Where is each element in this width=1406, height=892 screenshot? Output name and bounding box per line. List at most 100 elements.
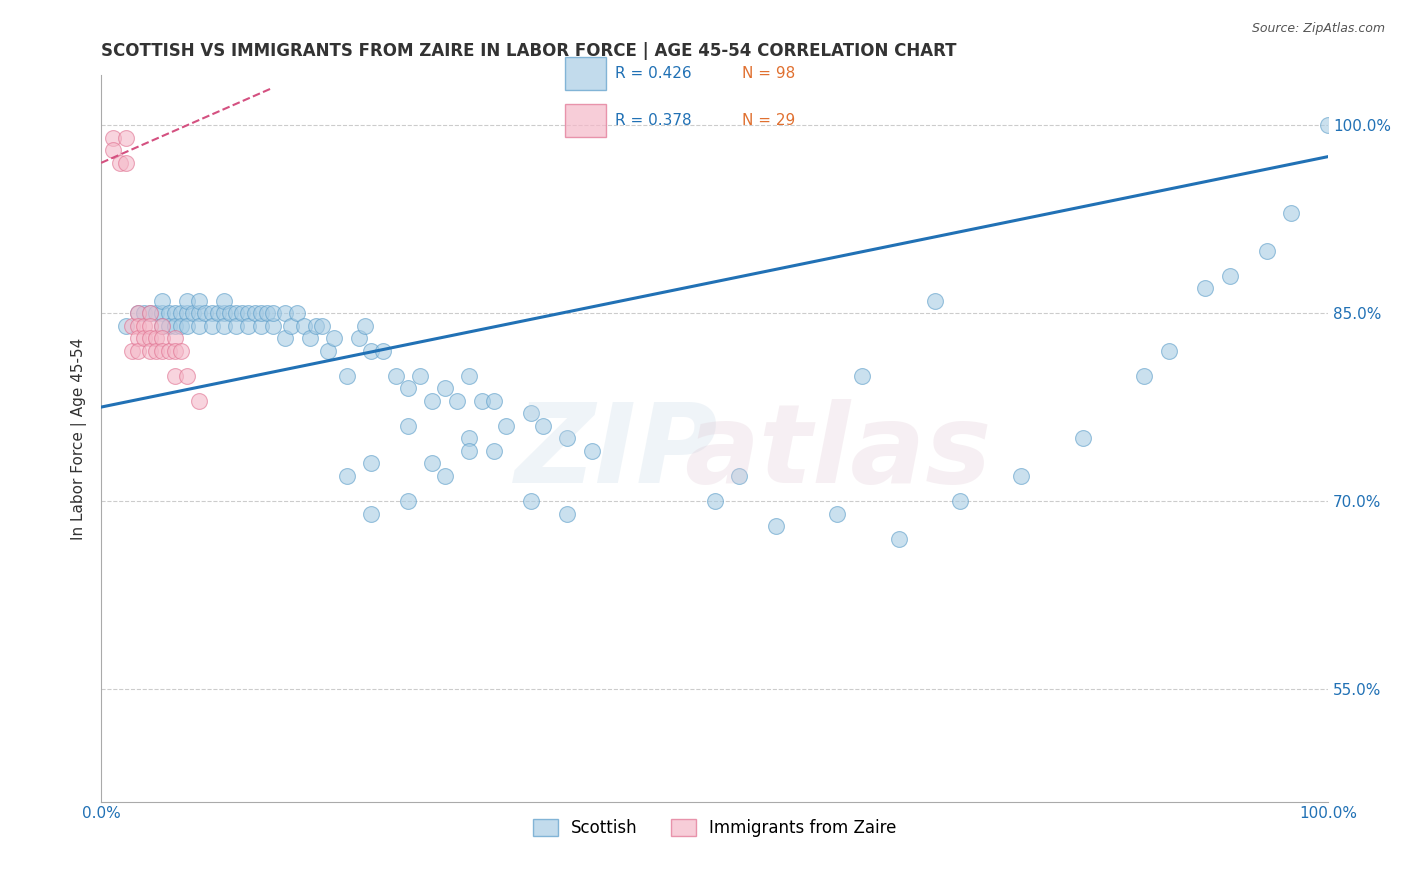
Text: R = 0.426: R = 0.426 bbox=[614, 66, 692, 81]
Point bbox=[170, 318, 193, 333]
Point bbox=[207, 306, 229, 320]
Point bbox=[519, 494, 541, 508]
Point bbox=[212, 306, 235, 320]
Point bbox=[188, 306, 211, 320]
Point bbox=[949, 494, 972, 508]
Point bbox=[188, 318, 211, 333]
Point bbox=[256, 306, 278, 320]
Point bbox=[243, 306, 266, 320]
Point bbox=[103, 131, 125, 145]
Point bbox=[1317, 118, 1340, 132]
Point bbox=[274, 306, 297, 320]
Point bbox=[1219, 268, 1241, 283]
Point bbox=[433, 381, 456, 395]
Point bbox=[127, 331, 149, 345]
Point bbox=[145, 343, 167, 358]
Point bbox=[157, 306, 180, 320]
Point bbox=[121, 343, 143, 358]
Point bbox=[163, 368, 186, 383]
Point bbox=[200, 306, 222, 320]
Point bbox=[458, 431, 481, 445]
Point bbox=[519, 406, 541, 420]
Point bbox=[262, 318, 284, 333]
Point bbox=[163, 318, 186, 333]
Point bbox=[384, 368, 406, 383]
Point bbox=[433, 469, 456, 483]
Legend: Scottish, Immigrants from Zaire: Scottish, Immigrants from Zaire bbox=[526, 813, 903, 844]
Point bbox=[157, 343, 180, 358]
Point bbox=[152, 331, 174, 345]
FancyBboxPatch shape bbox=[565, 104, 606, 137]
Text: R = 0.378: R = 0.378 bbox=[614, 113, 692, 128]
Point bbox=[347, 331, 370, 345]
Point bbox=[557, 507, 579, 521]
Point bbox=[287, 306, 309, 320]
Point bbox=[127, 343, 149, 358]
Point bbox=[360, 457, 382, 471]
Y-axis label: In Labor Force | Age 45-54: In Labor Force | Age 45-54 bbox=[72, 337, 87, 540]
Point bbox=[114, 318, 136, 333]
Point bbox=[139, 306, 162, 320]
Point bbox=[152, 318, 174, 333]
Point bbox=[298, 331, 321, 345]
Point bbox=[292, 318, 315, 333]
Point bbox=[482, 444, 505, 458]
Point bbox=[274, 331, 297, 345]
Point bbox=[145, 331, 167, 345]
Point bbox=[176, 306, 198, 320]
Point bbox=[887, 532, 910, 546]
Point bbox=[139, 306, 162, 320]
Point bbox=[458, 444, 481, 458]
Point bbox=[200, 318, 222, 333]
Point bbox=[176, 293, 198, 308]
Point bbox=[139, 331, 162, 345]
Point bbox=[188, 393, 211, 408]
Point bbox=[225, 318, 247, 333]
Point bbox=[114, 156, 136, 170]
FancyBboxPatch shape bbox=[565, 57, 606, 90]
Point bbox=[851, 368, 873, 383]
Point bbox=[531, 418, 554, 433]
Point bbox=[163, 343, 186, 358]
Point bbox=[152, 306, 174, 320]
Point bbox=[316, 343, 339, 358]
Point bbox=[1133, 368, 1156, 383]
Point bbox=[305, 318, 328, 333]
Point bbox=[422, 457, 444, 471]
Point bbox=[1194, 281, 1216, 295]
Point bbox=[335, 368, 357, 383]
Point bbox=[703, 494, 725, 508]
Point bbox=[170, 343, 193, 358]
Point bbox=[354, 318, 377, 333]
Point bbox=[323, 331, 346, 345]
Point bbox=[373, 343, 395, 358]
Point bbox=[181, 306, 204, 320]
Point bbox=[121, 318, 143, 333]
Point bbox=[249, 318, 271, 333]
Point bbox=[127, 318, 149, 333]
Point bbox=[409, 368, 432, 383]
Point bbox=[360, 507, 382, 521]
Text: Source: ZipAtlas.com: Source: ZipAtlas.com bbox=[1251, 22, 1385, 36]
Point bbox=[152, 318, 174, 333]
Point bbox=[152, 343, 174, 358]
Point bbox=[231, 306, 253, 320]
Point bbox=[557, 431, 579, 445]
Point bbox=[1279, 206, 1302, 220]
Point bbox=[482, 393, 505, 408]
Point bbox=[728, 469, 751, 483]
Point bbox=[132, 331, 155, 345]
Point bbox=[139, 318, 162, 333]
Point bbox=[114, 131, 136, 145]
Point bbox=[225, 306, 247, 320]
Point bbox=[145, 306, 167, 320]
Point bbox=[1071, 431, 1094, 445]
Point bbox=[170, 306, 193, 320]
Point bbox=[262, 306, 284, 320]
Point bbox=[422, 393, 444, 408]
Point bbox=[127, 306, 149, 320]
Point bbox=[1010, 469, 1032, 483]
Point bbox=[103, 144, 125, 158]
Point bbox=[458, 368, 481, 383]
Point bbox=[139, 343, 162, 358]
